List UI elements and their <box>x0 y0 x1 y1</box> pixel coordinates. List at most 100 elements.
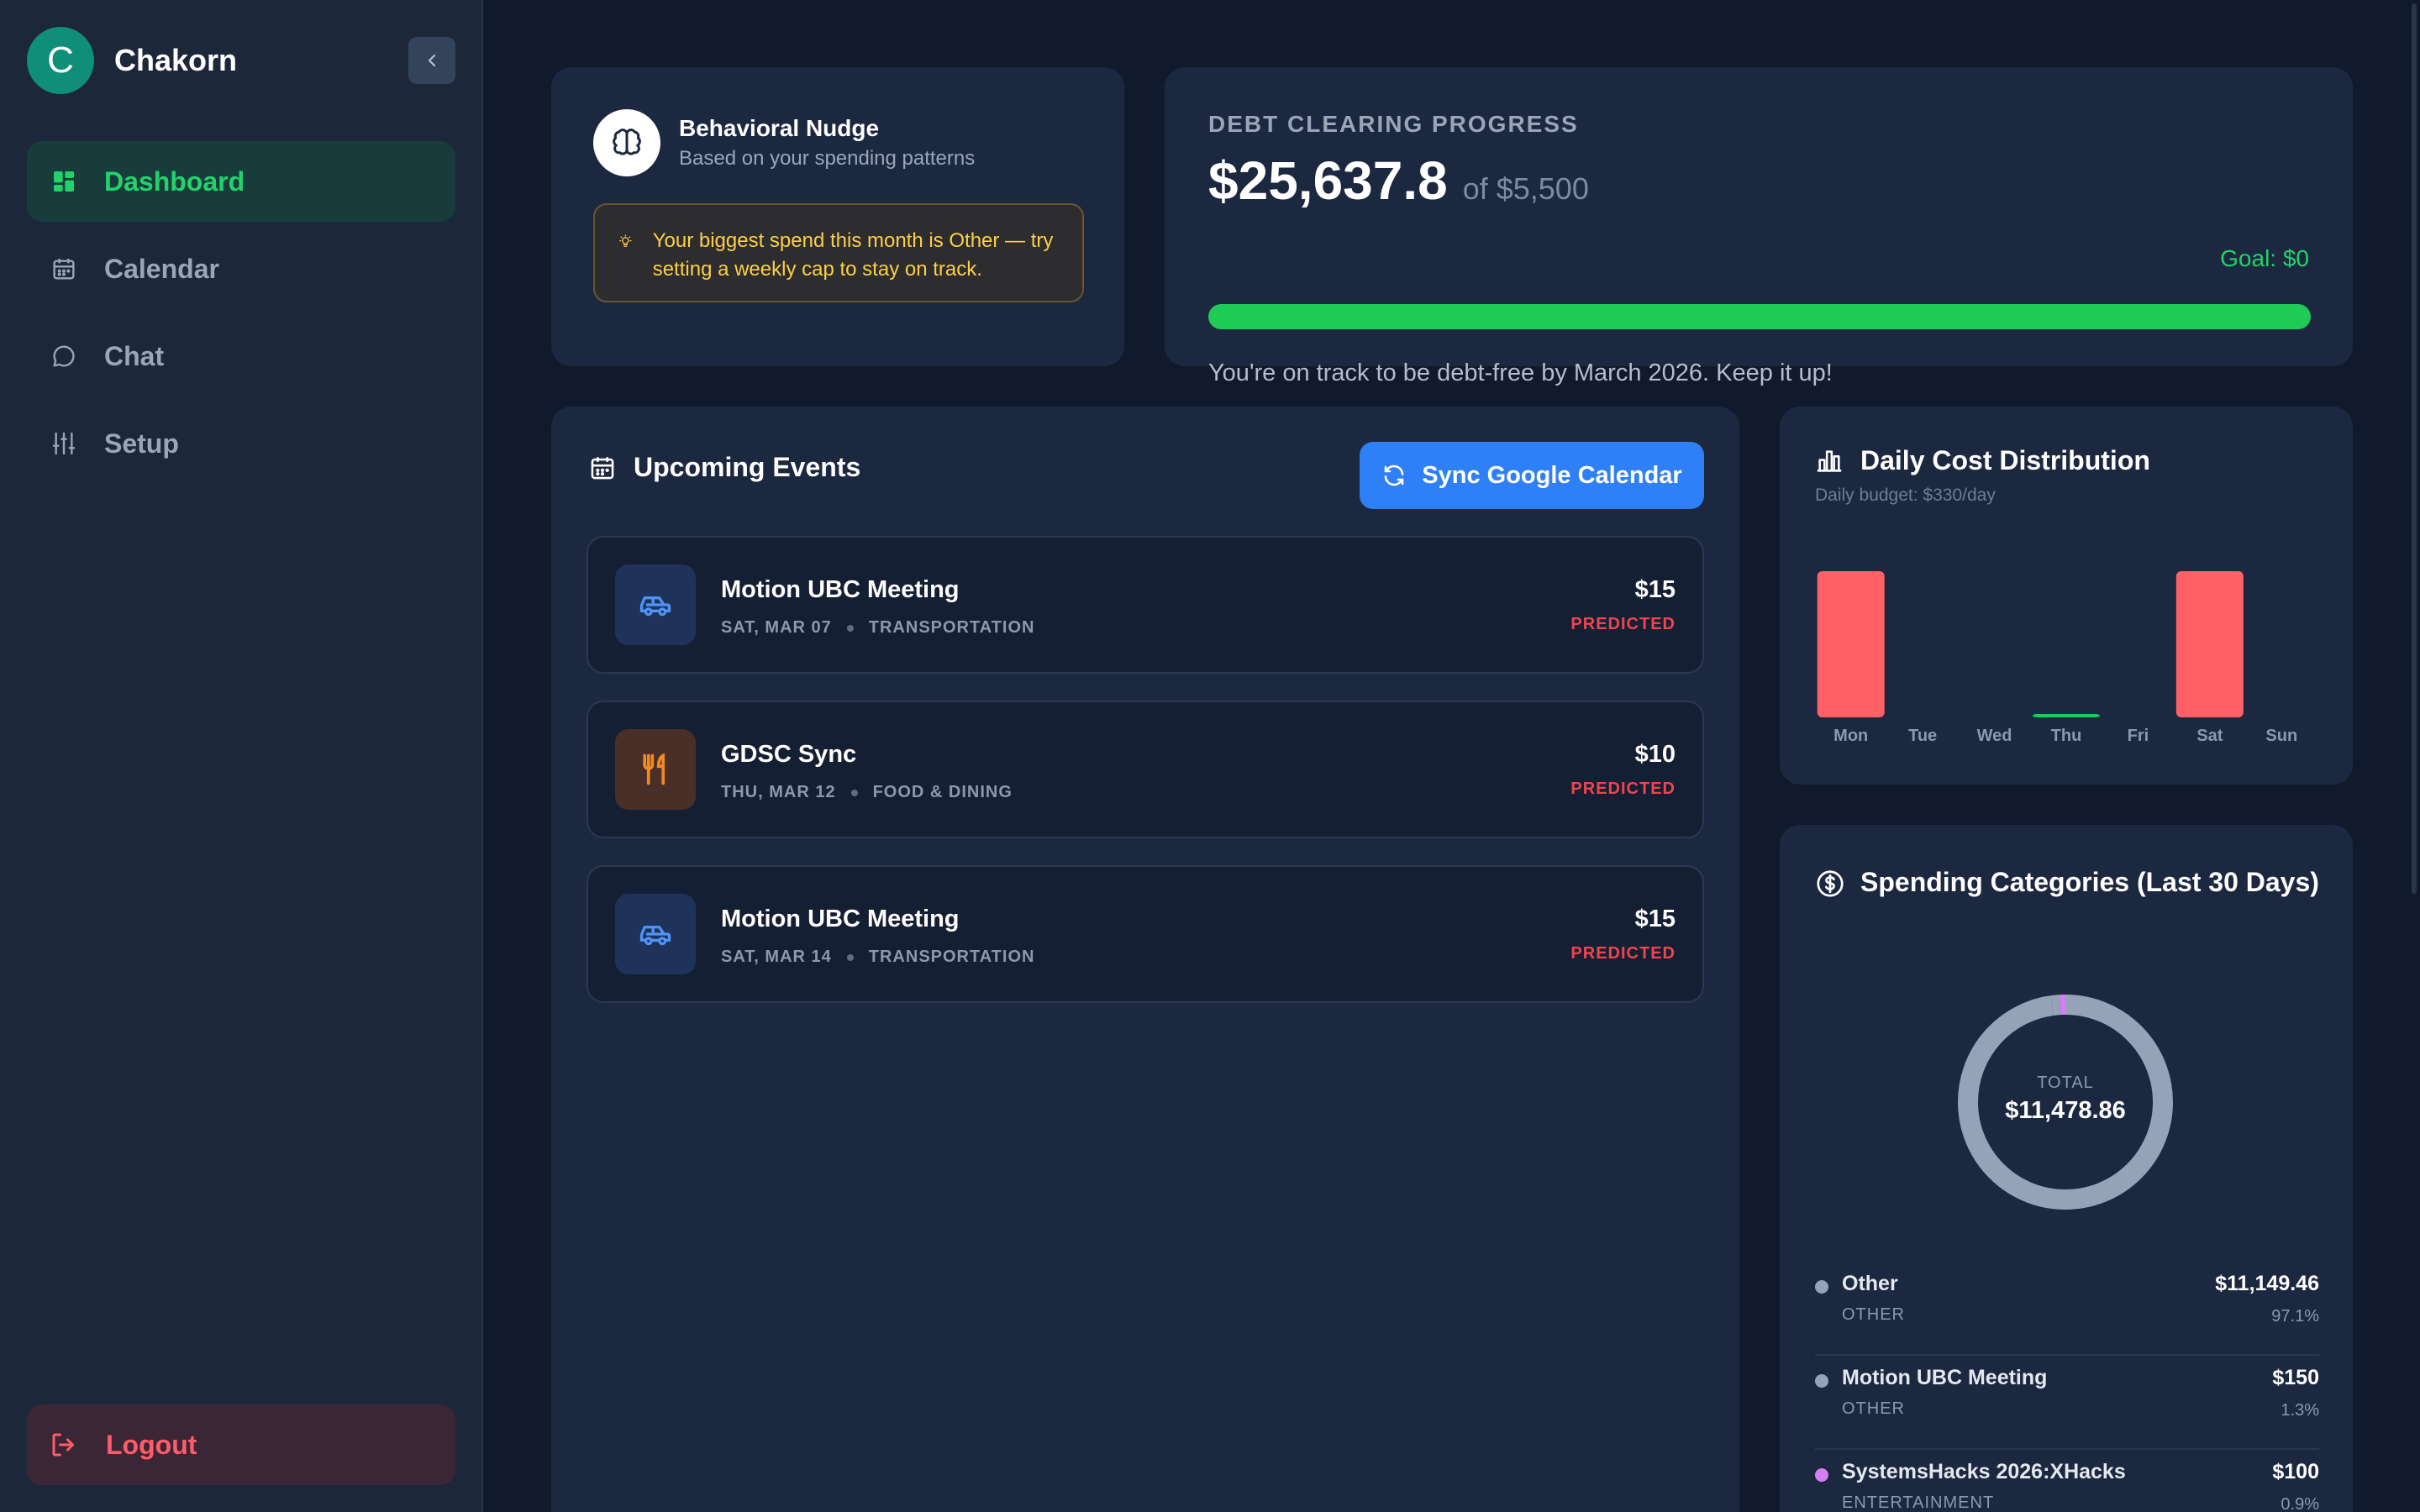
event-date: THU, MAR 12 <box>721 783 836 801</box>
daily-cost-header: Daily Cost Distribution <box>1815 445 2150 476</box>
brand-name: Chakorn <box>114 43 238 77</box>
daily-cost-card: Daily Cost Distribution Daily budget: $3… <box>1780 407 2353 785</box>
separator-dot <box>850 789 858 796</box>
event-name: Motion UBC Meeting <box>721 576 960 603</box>
tick-label-tue: Tue <box>1908 727 1937 745</box>
dashboard-icon <box>49 166 79 197</box>
tick-label-sat: Sat <box>2196 727 2223 745</box>
logout-button[interactable]: Logout <box>27 1404 455 1485</box>
category-percent: 97.1% <box>2271 1307 2319 1326</box>
category-type: ENTERTAINMENT <box>1842 1494 1995 1512</box>
debt-progress-fill <box>1208 304 2311 329</box>
debt-progress-card: DEBT CLEARING PROGRESS $25,637.8 of $5,5… <box>1165 67 2353 386</box>
event-meta: SAT, MAR 14 TRANSPORTATION <box>721 948 1034 967</box>
lightbulb-icon <box>619 234 632 247</box>
bar-chart-icon <box>1815 447 1844 475</box>
event-name: GDSC Sync <box>721 741 857 768</box>
debt-target: of $5,500 <box>1462 171 1589 206</box>
calendar-icon <box>49 254 79 284</box>
behavioral-nudge-card: Behavioral Nudge Based on your spending … <box>551 67 1124 366</box>
upcoming-events-card: Upcoming Events Sync Google Calendar Mot… <box>551 407 1739 1512</box>
debt-progress-label: DEBT CLEARING PROGRESS <box>1208 111 1579 137</box>
sidebar-item-dashboard[interactable]: Dashboard <box>27 141 455 222</box>
logout-icon <box>49 1428 82 1462</box>
category-type: OTHER <box>1842 1305 1905 1324</box>
donut-slice-2 <box>1958 995 2173 1210</box>
events-header: Upcoming Events <box>588 452 860 483</box>
tick-label-sun: Sun <box>2265 727 2297 745</box>
event-item[interactable]: Motion UBC Meeting SAT, MAR 07 TRANSPORT… <box>587 536 1704 674</box>
nudge-message: Your biggest spend this month is Other —… <box>652 229 1054 281</box>
avatar: C <box>27 27 94 94</box>
debt-goal: Goal: $0 <box>2220 245 2309 271</box>
category-row: SystemsHacks 2026:XHacks ENTERTAINMENT $… <box>1815 1450 2319 1512</box>
sidebar-item-setup[interactable]: Setup <box>27 403 455 484</box>
nudge-title: Behavioral Nudge <box>679 115 880 141</box>
sidebar-item-calendar[interactable]: Calendar <box>27 228 455 309</box>
category-type: OTHER <box>1842 1399 1905 1418</box>
category-amount: $150 <box>2272 1366 2319 1389</box>
category-row: Motion UBC Meeting OTHER $150 1.3% <box>1815 1356 2319 1450</box>
tick-label-thu: Thu <box>2051 727 2082 745</box>
chat-icon <box>49 341 79 371</box>
event-status: PREDICTED <box>1570 615 1676 633</box>
nudge-header: Behavioral Nudge Based on your spending … <box>593 109 975 176</box>
bar-sat <box>2175 571 2244 717</box>
sidebar-item-chat[interactable]: Chat <box>27 316 455 396</box>
event-item[interactable]: GDSC Sync THU, MAR 12 FOOD & DINING $10 … <box>587 701 1704 838</box>
event-category: TRANSPORTATION <box>868 618 1035 637</box>
sliders-icon <box>49 428 79 459</box>
categories-header: Spending Categories (Last 30 Days) <box>1815 862 2319 902</box>
event-meta: SAT, MAR 07 TRANSPORTATION <box>721 618 1034 638</box>
category-amount: $100 <box>2272 1460 2319 1483</box>
nudge-subtitle: Based on your spending patterns <box>679 147 976 170</box>
sidebar: C Chakorn Dashboard Calendar <box>0 0 483 1512</box>
category-color-dot <box>1815 1280 1828 1294</box>
spending-donut-chart <box>1958 995 2173 1210</box>
tick-label-mon: Mon <box>1833 727 1868 745</box>
categories-title: Spending Categories (Last 30 Days) <box>1860 867 2319 897</box>
event-status: PREDICTED <box>1570 780 1676 798</box>
event-status: PREDICTED <box>1570 944 1676 963</box>
tick-label-wed: Wed <box>1977 727 2012 745</box>
sidebar-item-label: Setup <box>104 428 179 459</box>
event-category: FOOD & DINING <box>872 783 1013 801</box>
category-percent: 1.3% <box>2281 1401 2319 1420</box>
event-meta: THU, MAR 12 FOOD & DINING <box>721 783 1013 802</box>
chevron-left-icon <box>428 54 436 67</box>
event-date: SAT, MAR 07 <box>721 618 832 637</box>
dollar-circle-icon <box>1815 869 1845 899</box>
sync-button-label: Sync Google Calendar <box>1422 461 1682 489</box>
event-category: TRANSPORTATION <box>868 948 1035 966</box>
event-cost: $15 <box>1634 576 1676 603</box>
events-title: Upcoming Events <box>634 452 861 482</box>
event-date: SAT, MAR 14 <box>721 948 832 966</box>
daily-budget-subtitle: Daily budget: $330/day <box>1815 486 1996 505</box>
debt-amount-row: $25,637.8 of $5,500 <box>1208 150 1589 212</box>
category-name: Other <box>1842 1272 1898 1295</box>
event-cost: $10 <box>1634 741 1676 768</box>
calendar-icon <box>588 454 617 482</box>
daily-cost-chart: Mon Tue Wed Thu Fri Sat Sun <box>1817 571 2297 745</box>
bar-thu <box>2033 714 2100 717</box>
separator-dot <box>846 953 854 961</box>
brain-icon <box>593 109 660 176</box>
sync-google-calendar-button[interactable]: Sync Google Calendar <box>1360 442 1704 509</box>
category-name: Motion UBC Meeting <box>1842 1366 2048 1389</box>
category-color-dot <box>1815 1468 1828 1482</box>
spending-categories-card: Spending Categories (Last 30 Days) TOTAL… <box>1780 825 2353 1512</box>
daily-cost-title: Daily Cost Distribution <box>1860 445 2150 475</box>
event-name: Motion UBC Meeting <box>721 906 960 932</box>
tick-label-fri: Fri <box>2128 727 2149 745</box>
collapse-sidebar-button[interactable] <box>408 37 455 84</box>
logout-label: Logout <box>106 1429 197 1460</box>
debt-progress-bar <box>1208 304 2311 329</box>
utensils-icon <box>615 729 696 810</box>
event-item[interactable]: Motion UBC Meeting SAT, MAR 14 TRANSPORT… <box>587 865 1704 1003</box>
sidebar-nav: Dashboard Calendar Chat Setup <box>27 141 455 491</box>
page-scrollbar[interactable] <box>2408 0 2420 1512</box>
sidebar-item-label: Calendar <box>104 253 219 284</box>
category-percent: 0.9% <box>2281 1495 2319 1512</box>
scrollbar-thumb[interactable] <box>2412 3 2417 894</box>
